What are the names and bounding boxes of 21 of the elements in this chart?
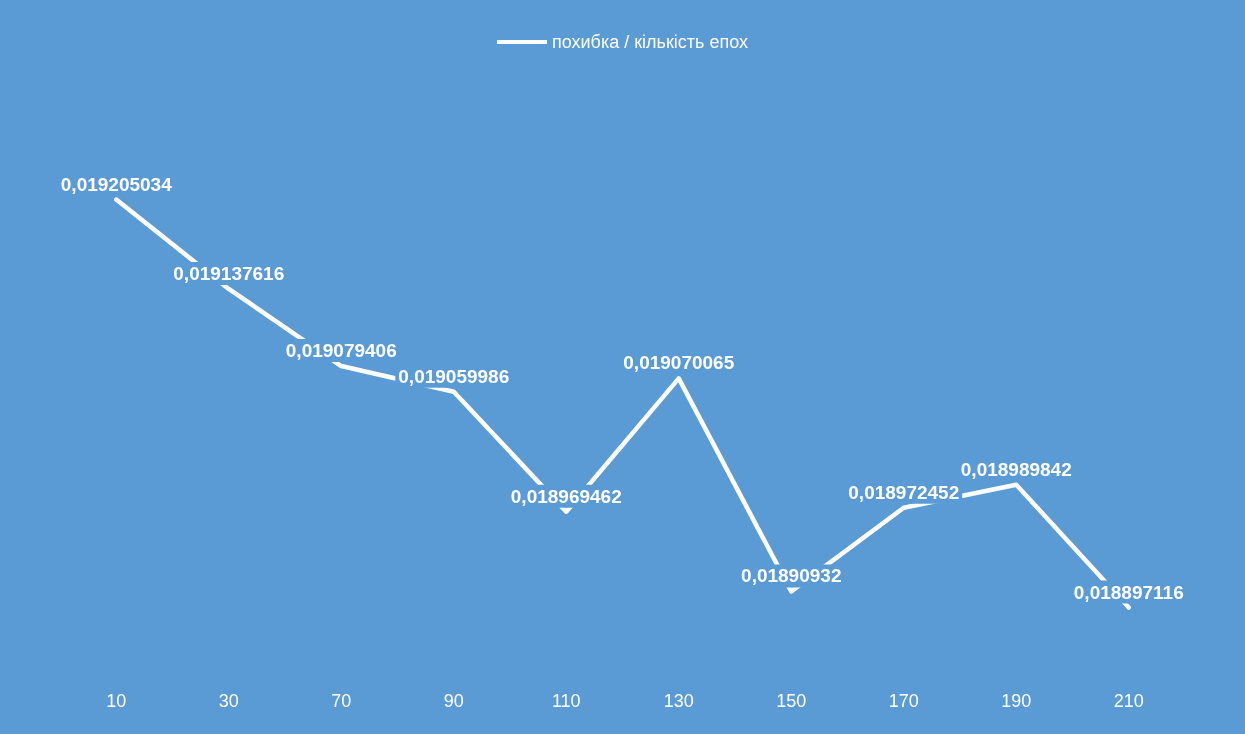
x-tick-label: 170 [888, 691, 919, 711]
data-label: 0,018897116 [1073, 581, 1184, 603]
x-tick-label: 30 [218, 691, 239, 711]
x-tick-label: 90 [443, 691, 464, 711]
x-tick-label: 150 [776, 691, 807, 711]
data-label: 0,019137616 [173, 262, 285, 284]
data-label: 0,019070065 [623, 352, 735, 374]
data-label: 0,019079406 [285, 340, 397, 362]
x-tick-label: 210 [1113, 691, 1144, 711]
data-label: 0,018969462 [510, 485, 622, 507]
data-label: 0,01890932 [741, 565, 842, 587]
data-label: 0,019205034 [60, 173, 173, 195]
x-tick-label: 10 [106, 691, 127, 711]
x-tick-label: 110 [551, 691, 581, 711]
x-tick-label: 190 [1001, 691, 1032, 711]
data-label: 0,019059986 [398, 365, 510, 387]
data-label: 0,018989842 [960, 458, 1072, 480]
x-tick-label: 130 [663, 691, 694, 711]
x-tick-label: 70 [331, 691, 352, 711]
data-label: 0,018972452 [848, 481, 960, 503]
legend-label: похибка / кількість епох [551, 32, 749, 52]
